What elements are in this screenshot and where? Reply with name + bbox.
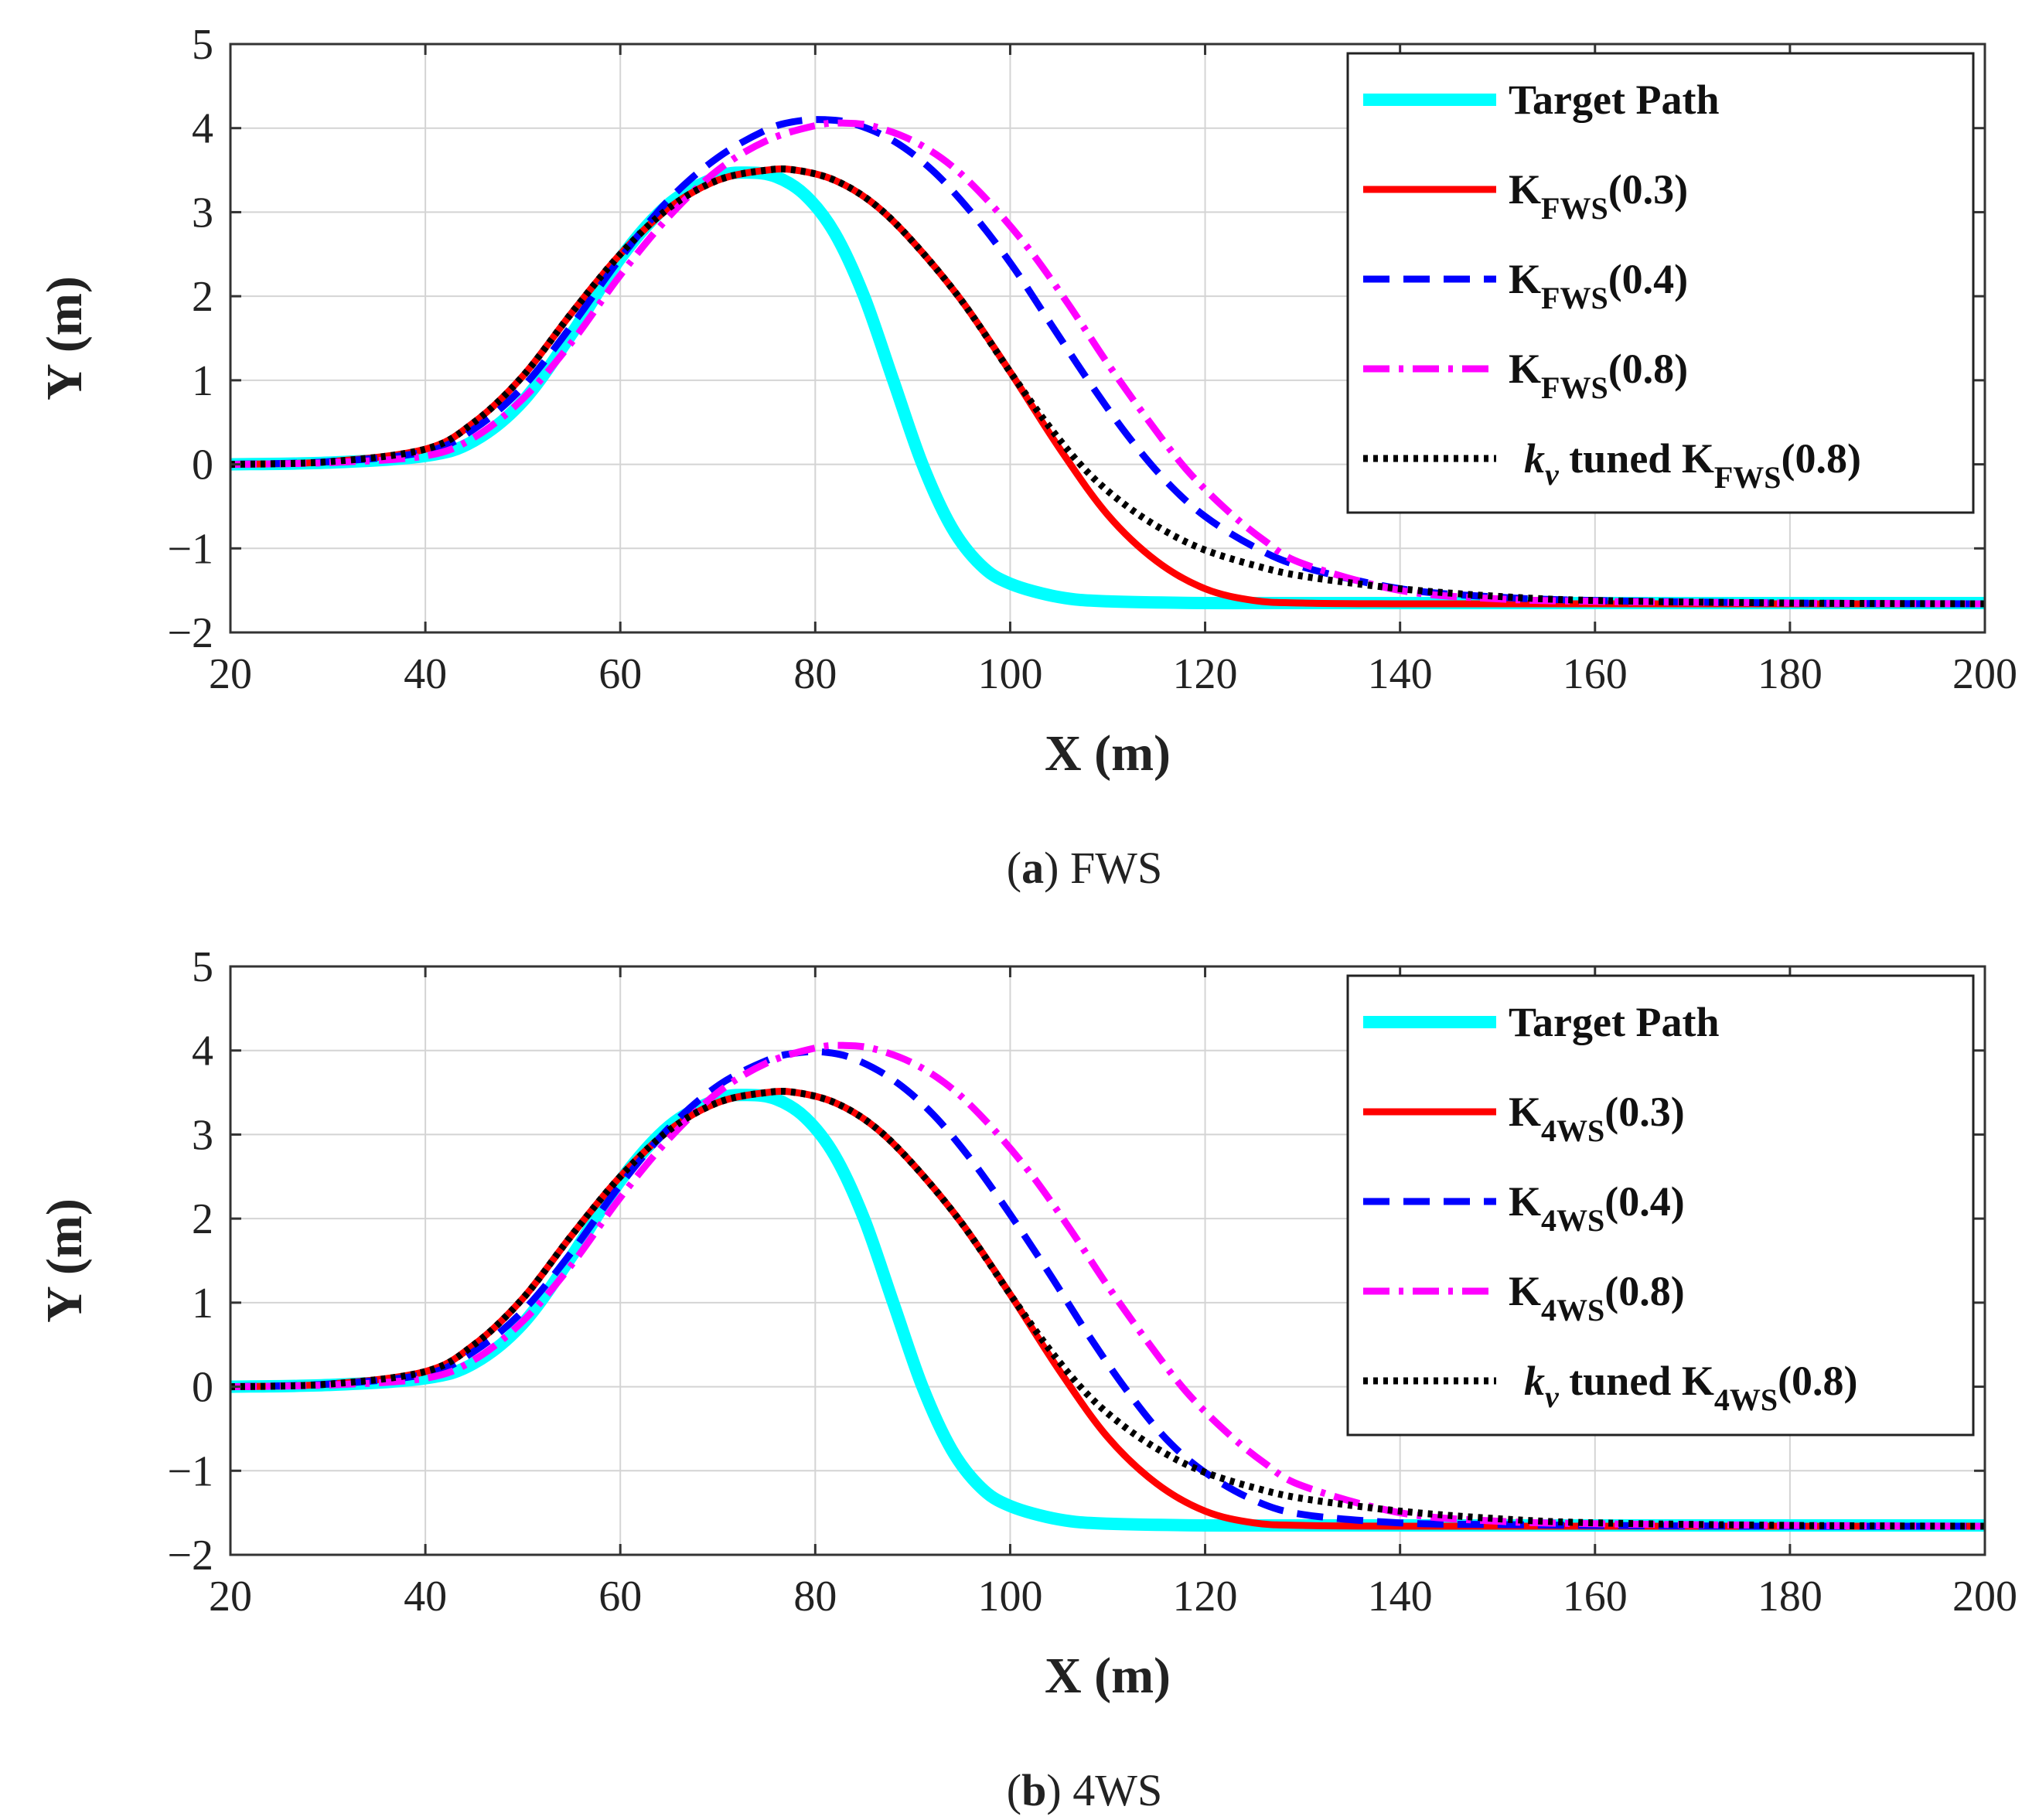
caption-tag: b <box>1021 1765 1046 1815</box>
legend-box <box>1346 974 1975 1437</box>
y-tick-label: 4 <box>192 105 213 153</box>
legend-entry-2: K4WS(0.4) <box>1509 1178 1685 1238</box>
data-series <box>230 116 1985 610</box>
y-tick-label: −1 <box>167 1447 213 1495</box>
y-axis-label: Y (m) <box>36 1198 93 1323</box>
x-tick-label: 40 <box>404 650 447 698</box>
x-tick-label: 200 <box>1952 650 2017 698</box>
x-tick-label: 40 <box>404 1573 447 1621</box>
caption-text: 4WS <box>1062 1765 1163 1815</box>
y-axis-label: Y (m) <box>36 276 93 400</box>
chart-panel-a: 20 40 60 80 100 120 140 160 180 200 −2 −1 0 1 2 3 4 5 X (… <box>36 21 2017 893</box>
y-tick-label: −1 <box>167 525 213 573</box>
legend-entry-4: kv tuned K4WS(0.8) <box>1524 1358 1858 1417</box>
series-line-2 <box>230 1048 1985 1530</box>
x-axis-label: X (m) <box>1045 725 1171 782</box>
legend-entry-1: K4WS(0.3) <box>1509 1089 1685 1148</box>
x-tick-label: 100 <box>977 650 1042 698</box>
legend-entry-3: K4WS(0.8) <box>1509 1268 1685 1328</box>
y-tick-label: 2 <box>192 273 213 321</box>
x-tick-label: 60 <box>598 1573 642 1621</box>
plot-frame <box>229 965 1986 1556</box>
y-tick-label: 4 <box>192 1028 213 1075</box>
y-tick-label: −2 <box>167 609 213 657</box>
y-tick-label: 0 <box>192 441 213 489</box>
y-tick-label: 5 <box>192 21 213 69</box>
legend-entry-4: kv tuned KFWS(0.8) <box>1524 435 1861 495</box>
legend: Target Path KFWS(0.3) KFWS(0.4) KFWS(0.8) kv… <box>1346 52 1975 514</box>
x-tick-label: 20 <box>209 1573 252 1621</box>
legend-entry-2: KFWS(0.4) <box>1509 256 1688 315</box>
x-tick-label: 140 <box>1368 1573 1433 1621</box>
y-tick-label: 3 <box>192 1111 213 1159</box>
x-tick-label: 100 <box>977 1573 1042 1621</box>
y-tick-label: 3 <box>192 189 213 237</box>
plot-frame <box>229 43 1986 634</box>
x-tick-label: 180 <box>1758 1573 1822 1621</box>
panel-caption: (a) FWS <box>1007 843 1162 893</box>
x-tick-label: 200 <box>1952 1573 2017 1621</box>
caption-text: FWS <box>1059 843 1162 893</box>
x-tick-label: 120 <box>1173 1573 1238 1621</box>
tick-labels: 20 40 60 80 100 120 140 160 180 200 −2 −1 0 1 2 3 4 5 <box>167 943 2017 1621</box>
legend-box <box>1346 52 1975 514</box>
x-tick-label: 20 <box>209 650 252 698</box>
caption-tag: a <box>1021 843 1044 893</box>
x-tick-label: 140 <box>1368 650 1433 698</box>
legend-entry-1: KFWS(0.3) <box>1509 166 1688 226</box>
x-tick-label: 80 <box>793 1573 837 1621</box>
y-tick-label: 1 <box>192 357 213 405</box>
x-tick-label: 60 <box>598 650 642 698</box>
x-tick-label: 80 <box>793 650 837 698</box>
panel-caption: (b) 4WS <box>1007 1765 1162 1815</box>
y-tick-label: −2 <box>167 1532 213 1580</box>
y-tick-label: 2 <box>192 1195 213 1243</box>
x-axis-label: X (m) <box>1045 1648 1171 1704</box>
series-line-2 <box>230 116 1985 608</box>
legend-entry-0: Target Path <box>1509 77 1719 123</box>
x-tick-label: 120 <box>1173 650 1238 698</box>
legend-entry-3: KFWS(0.8) <box>1509 346 1688 405</box>
y-tick-label: 0 <box>192 1364 213 1412</box>
chart-panel-b: 20 40 60 80 100 120 140 160 180 200 −2 −1 0 1 2 3 4 5 X (… <box>36 943 2017 1815</box>
y-tick-label: 5 <box>192 943 213 991</box>
x-tick-label: 180 <box>1758 650 1822 698</box>
y-tick-label: 1 <box>192 1280 213 1328</box>
legend: Target Path K4WS(0.3) K4WS(0.4) K4WS(0.8) kv… <box>1346 974 1975 1437</box>
tick-labels: 20 40 60 80 100 120 140 160 180 200 −2 −1 0 1 2 3 4 5 <box>167 21 2017 698</box>
x-tick-label: 160 <box>1563 650 1628 698</box>
legend-entry-0: Target Path <box>1509 999 1719 1045</box>
x-tick-label: 160 <box>1563 1573 1628 1621</box>
data-series <box>230 1041 1985 1532</box>
